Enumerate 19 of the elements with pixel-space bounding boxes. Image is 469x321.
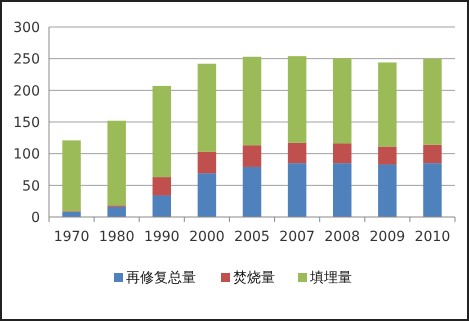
y-tick-label: 0 — [31, 210, 40, 226]
x-tick-label: 2008 — [324, 229, 360, 245]
legend-label: 填埋量 — [309, 270, 352, 286]
x-tick-label: 1990 — [144, 229, 180, 245]
x-tick-label: 2000 — [189, 229, 225, 245]
y-tick-label: 250 — [13, 52, 40, 68]
y-tick-label: 50 — [22, 178, 40, 194]
legend-label: 再修复总量 — [126, 270, 196, 286]
x-tick-label: 1970 — [54, 229, 90, 245]
x-tick-label: 2009 — [370, 229, 406, 245]
y-tick-label: 100 — [13, 146, 40, 163]
y-tick-label: 150 — [13, 115, 40, 131]
y-tick-label: 200 — [13, 83, 40, 100]
legend-label: 焚烧量 — [233, 270, 275, 286]
x-tick-label: 2005 — [234, 229, 270, 245]
x-tick-label: 1980 — [98, 229, 134, 245]
y-tick-label: 300 — [13, 20, 40, 36]
x-tick-label: 2007 — [279, 229, 315, 245]
x-tick-label: 2010 — [414, 229, 450, 245]
